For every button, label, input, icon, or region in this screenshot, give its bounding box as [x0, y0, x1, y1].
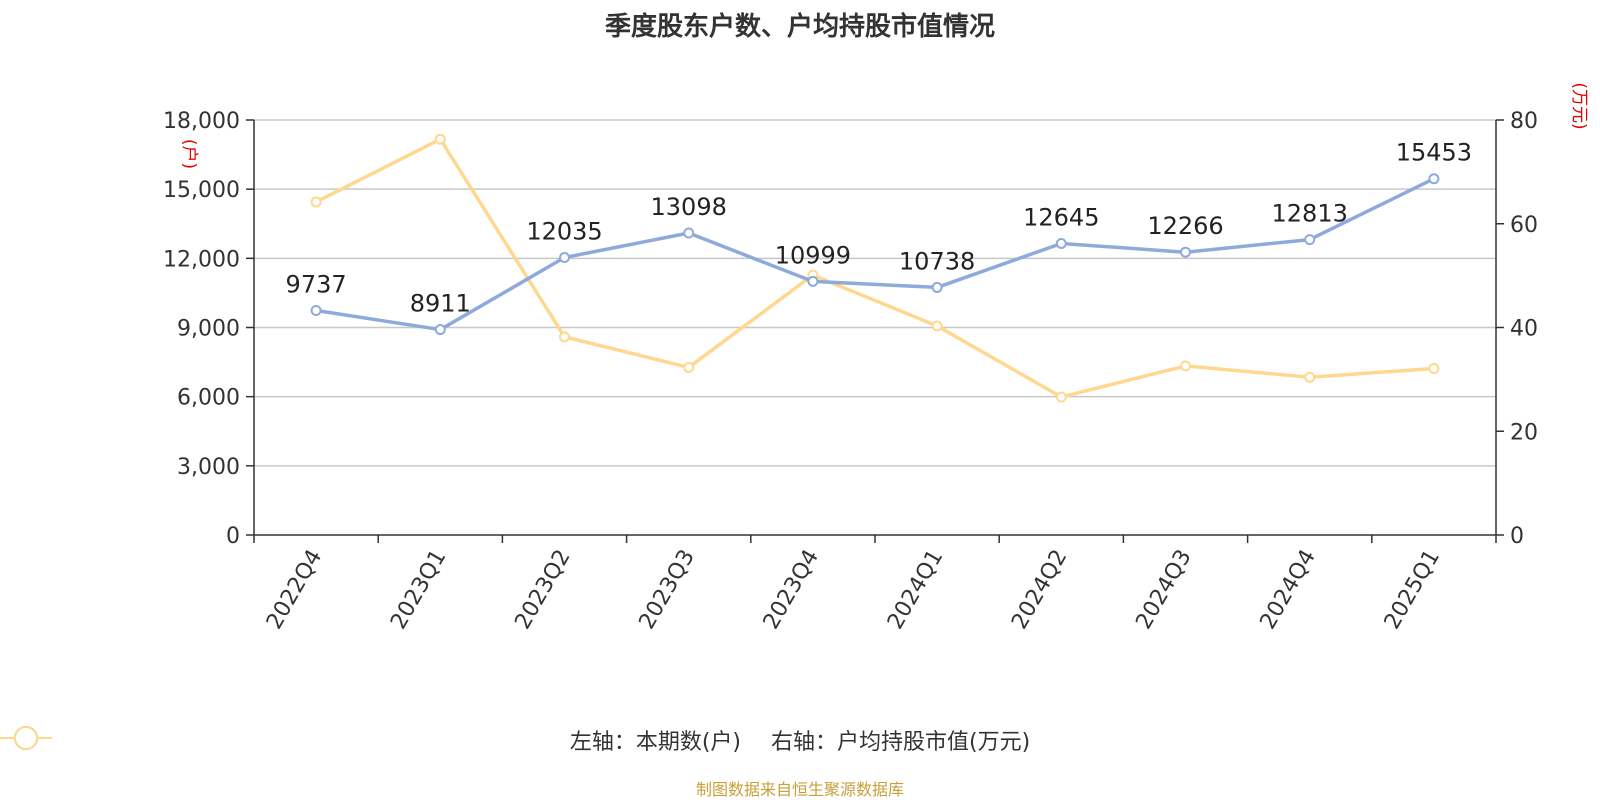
left-series-data-label: 15453 — [1396, 139, 1472, 167]
left-series-point — [1428, 173, 1440, 185]
legend-item-left-series[interactable]: 左轴：本期数(户) — [0, 724, 741, 756]
left-series-data-label: 12645 — [1023, 203, 1099, 231]
right-series-point — [310, 196, 322, 208]
right-axis-tick-label: 80 — [1510, 109, 1538, 134]
x-axis-category-label: 2024Q1 — [883, 546, 948, 634]
left-series-point — [1055, 237, 1067, 249]
right-series-point — [559, 331, 570, 343]
left-series-data-label: 10999 — [775, 241, 851, 269]
x-axis-category-label: 2024Q2 — [1007, 546, 1072, 634]
left-series-data-label: 10738 — [899, 247, 975, 275]
right-axis-tick-label: 0 — [1510, 524, 1524, 549]
right-series-point — [1055, 391, 1067, 403]
left-series-point — [559, 252, 570, 264]
right-axis-tick-label: 20 — [1510, 420, 1538, 445]
right-series-point — [1304, 371, 1316, 383]
right-series-point — [1428, 362, 1440, 374]
right-axis-tick-label: 60 — [1510, 213, 1538, 238]
left-series-point — [434, 324, 446, 336]
x-axis-category-label: 2025Q1 — [1380, 546, 1445, 634]
x-axis-category-label: 2024Q3 — [1131, 546, 1196, 634]
chart-title: 季度股东户数、户均持股市值情况 — [604, 12, 995, 42]
left-axis-tick-label: 12,000 — [163, 247, 240, 272]
left-series-point — [807, 275, 819, 287]
left-series-data-label: 8911 — [410, 290, 471, 318]
left-axis-tick-label: 9,000 — [177, 317, 240, 342]
legend-item-right-series[interactable]: 右轴：户均持股市值(万元) — [0, 724, 1031, 756]
x-axis-category-label: 2023Q4 — [759, 546, 824, 634]
data-source-note: 制图数据来自恒生聚源数据库 — [695, 780, 904, 799]
left-axis-tick-label: 3,000 — [177, 455, 240, 480]
left-series-point — [931, 281, 943, 293]
left-axis-tick-label: 0 — [226, 524, 240, 549]
right-series-point — [931, 320, 943, 332]
left-series-point — [1180, 246, 1191, 258]
left-series-data-label: 9737 — [286, 271, 347, 299]
right-series-point — [1180, 360, 1191, 372]
left-axis-tick-label: 6,000 — [177, 386, 240, 411]
left-series-point — [1304, 234, 1316, 246]
x-axis-category-label: 2023Q1 — [386, 546, 451, 634]
right-series-point — [683, 361, 695, 373]
x-axis-category-label: 2024Q4 — [1256, 546, 1321, 634]
right-axis-unit: (万元) — [1569, 82, 1589, 129]
legend-right-label: 右轴：户均持股市值(万元) — [771, 730, 1031, 755]
right-series-line — [315, 137, 1435, 399]
legend-right-circle-icon — [0, 726, 52, 750]
legend: 左轴：本期数(户) 右轴：户均持股市值(万元) — [0, 724, 1600, 756]
left-series-data-label: 12813 — [1272, 200, 1348, 228]
legend-left-label: 左轴：本期数(户) — [569, 730, 741, 755]
x-axis-category-label: 2023Q3 — [635, 546, 700, 634]
right-series-point — [434, 133, 446, 145]
left-axis-tick-label: 18,000 — [163, 109, 240, 134]
x-axis-category-label: 2022Q4 — [262, 546, 327, 634]
left-series-data-label: 13098 — [651, 193, 727, 221]
left-series-line — [315, 177, 1435, 332]
left-series-data-label: 12266 — [1147, 212, 1223, 240]
chart-area: 0 3,000 6,000 9,000 12,000 15,000 18,000 0 20 40 6… — [163, 82, 1589, 634]
x-axis-category-label: 2023Q2 — [510, 546, 575, 634]
left-series-point — [310, 305, 322, 317]
left-series-data-label: 12035 — [526, 218, 602, 246]
left-series-point — [683, 227, 695, 239]
right-axis-tick-label: 40 — [1510, 317, 1538, 342]
left-axis-unit: (户) — [179, 139, 199, 169]
left-axis-tick-label: 15,000 — [163, 178, 240, 203]
